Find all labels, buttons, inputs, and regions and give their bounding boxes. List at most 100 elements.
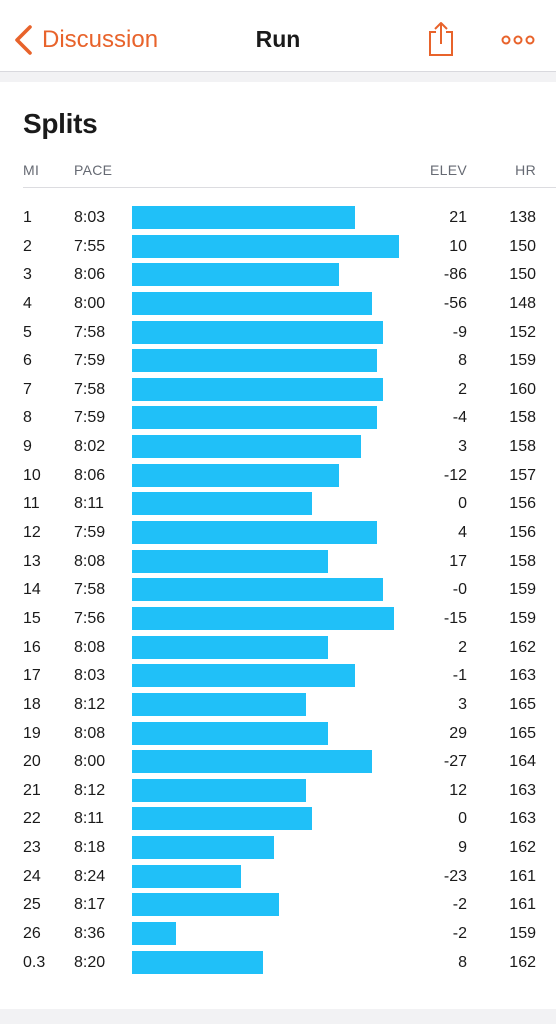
split-pace: 8:24 <box>74 867 106 885</box>
split-mile: 6 <box>23 352 32 370</box>
split-elevation: -15 <box>443 609 467 627</box>
split-heart-rate: 162 <box>509 638 536 656</box>
pace-bar <box>132 721 329 745</box>
split-heart-rate: 164 <box>509 753 536 771</box>
split-heart-rate: 163 <box>509 810 536 828</box>
share-icon[interactable] <box>426 20 456 58</box>
split-heart-rate: 156 <box>509 524 536 542</box>
split-row: 9 8:02 3 158 <box>0 433 556 462</box>
split-elevation: 10 <box>449 237 467 255</box>
split-pace: 7:55 <box>74 237 106 255</box>
pace-bar <box>132 549 329 573</box>
split-pace: 8:18 <box>74 839 106 857</box>
split-mile: 18 <box>23 695 41 713</box>
split-mile: 7 <box>23 380 32 398</box>
pace-bar <box>132 750 372 774</box>
splits-table: 1 8:03 21 138 2 7:55 10 150 3 8:06 -86 150 4 8:00 -56 1… <box>0 204 556 977</box>
split-row: 8 7:59 -4 158 <box>0 404 556 433</box>
split-elevation: -1 <box>452 667 467 685</box>
split-heart-rate: 150 <box>509 237 536 255</box>
column-header-mi: MI <box>23 162 40 178</box>
split-row: 16 8:08 2 162 <box>0 634 556 663</box>
split-pace: 7:59 <box>74 409 106 427</box>
split-row: 5 7:58 -9 152 <box>0 319 556 348</box>
split-elevation: 4 <box>458 524 467 542</box>
split-elevation: 12 <box>449 781 467 799</box>
split-row: 3 8:06 -86 150 <box>0 261 556 290</box>
split-pace: 8:03 <box>74 209 106 226</box>
split-mile: 8 <box>23 409 32 427</box>
split-heart-rate: 160 <box>509 380 536 398</box>
split-mile: 20 <box>23 753 41 771</box>
split-pace: 7:59 <box>74 352 106 370</box>
split-mile: 4 <box>23 294 32 312</box>
split-pace: 8:08 <box>74 724 106 742</box>
split-pace: 8:12 <box>74 781 106 799</box>
split-heart-rate: 159 <box>509 581 536 599</box>
split-elevation: 2 <box>458 380 467 398</box>
split-heart-rate: 152 <box>509 323 536 341</box>
pace-bar <box>132 807 312 831</box>
pace-bar <box>132 893 280 917</box>
split-mile: 15 <box>23 609 41 627</box>
pace-bar <box>132 606 394 630</box>
split-elevation: 29 <box>449 724 467 742</box>
split-row: 2 7:55 10 150 <box>0 233 556 262</box>
pace-bar <box>132 349 378 373</box>
split-pace: 8:03 <box>74 667 106 685</box>
split-mile: 22 <box>23 810 41 828</box>
back-button[interactable]: Discussion <box>10 22 158 58</box>
split-row: 20 8:00 -27 164 <box>0 748 556 777</box>
split-pace: 8:08 <box>74 552 106 570</box>
split-heart-rate: 157 <box>509 466 536 484</box>
split-pace: 8:12 <box>74 695 106 713</box>
split-elevation: -56 <box>443 294 467 312</box>
split-elevation: 2 <box>458 638 467 656</box>
split-heart-rate: 165 <box>509 724 536 742</box>
pace-bar <box>132 406 378 430</box>
split-heart-rate: 163 <box>509 667 536 685</box>
split-pace: 8:00 <box>74 294 106 312</box>
split-pace: 8:02 <box>74 438 106 456</box>
header-divider <box>23 187 556 188</box>
split-heart-rate: 162 <box>509 839 536 857</box>
navigation-bar: Discussion Run <box>0 0 556 72</box>
pace-bar <box>132 836 274 860</box>
split-row: 21 8:12 12 163 <box>0 777 556 806</box>
split-row: 1 8:03 21 138 <box>0 204 556 233</box>
split-row: 6 7:59 8 159 <box>0 347 556 376</box>
split-row: 14 7:58 -0 159 <box>0 576 556 605</box>
split-elevation: -0 <box>452 581 467 599</box>
split-row: 19 8:08 29 165 <box>0 720 556 749</box>
split-elevation: 17 <box>449 552 467 570</box>
pace-bar <box>132 377 383 401</box>
split-row: 22 8:11 0 163 <box>0 805 556 834</box>
split-row: 18 8:12 3 165 <box>0 691 556 720</box>
split-row: 23 8:18 9 162 <box>0 834 556 863</box>
split-row: 10 8:06 -12 157 <box>0 462 556 491</box>
column-header-elev: ELEV <box>430 162 467 178</box>
split-elevation: -9 <box>452 323 467 341</box>
split-elevation: 0 <box>458 810 467 828</box>
split-row: 26 8:36 -2 159 <box>0 920 556 949</box>
pace-bar <box>132 950 263 974</box>
pace-bar <box>132 635 329 659</box>
pace-bar <box>132 463 340 487</box>
pace-bar <box>132 922 176 946</box>
split-pace: 8:20 <box>74 953 106 971</box>
split-row: 13 8:08 17 158 <box>0 548 556 577</box>
more-icon[interactable] <box>500 30 536 50</box>
split-heart-rate: 156 <box>509 495 536 513</box>
split-elevation: 0 <box>458 495 467 513</box>
split-mile: 10 <box>23 466 41 484</box>
split-mile: 25 <box>23 896 41 914</box>
pace-bar <box>132 578 383 602</box>
split-row: 4 8:00 -56 148 <box>0 290 556 319</box>
split-mile: 16 <box>23 638 41 656</box>
split-elevation: 9 <box>458 839 467 857</box>
split-heart-rate: 158 <box>509 409 536 427</box>
split-mile: 13 <box>23 552 41 570</box>
split-row: 15 7:56 -15 159 <box>0 605 556 634</box>
split-mile: 3 <box>23 266 32 284</box>
split-elevation: 8 <box>458 953 467 971</box>
